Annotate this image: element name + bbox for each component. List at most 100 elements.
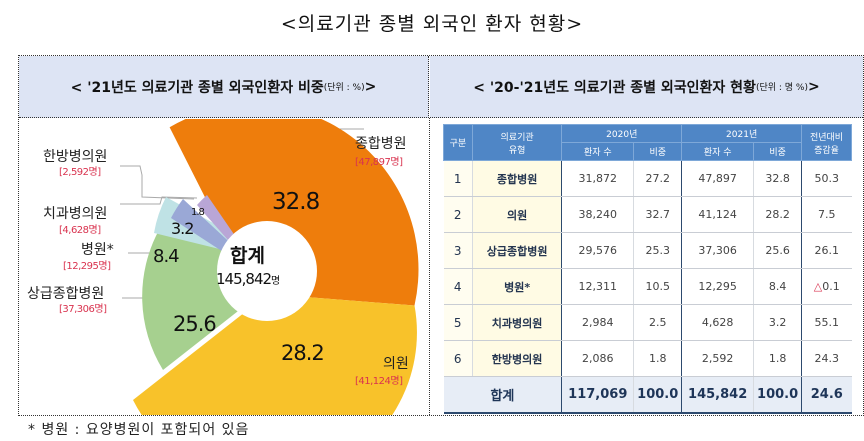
cell-no: 5 — [443, 304, 473, 341]
header-type-line1: 의료기관 — [500, 132, 534, 143]
cell-total-patients-2020: 117,069 — [561, 376, 634, 414]
cell-change: 50.3 — [801, 160, 852, 197]
cell-patients-2020: 31,872 — [561, 160, 634, 197]
cell-total-patients-2021: 145,842 — [681, 376, 754, 414]
cell-change: 7.5 — [801, 196, 852, 233]
cell-patients-2020: 29,576 — [561, 232, 634, 269]
cell-type: 병원* — [471, 268, 562, 305]
cell-share-2021: 25.6 — [753, 232, 802, 269]
header-share-2020: 비중 — [633, 142, 683, 161]
cell-share-2020: 2.5 — [633, 304, 682, 341]
cell-total-label: 합계 — [443, 376, 562, 414]
cell-total-share-2021: 100.0 — [753, 376, 802, 414]
header-2020: 2020년 — [561, 124, 683, 143]
table-row: 2 의원 38,240 32.7 41,124 28.2 7.5 — [443, 196, 852, 233]
cell-no: 4 — [443, 268, 473, 305]
cell-share-2020: 32.7 — [633, 196, 682, 233]
label-general-hospital: 종합병원 — [355, 136, 407, 152]
cell-no: 2 — [443, 196, 473, 233]
label-hospital: 병원* — [81, 242, 114, 258]
cell-patients-2020: 38,240 — [561, 196, 634, 233]
label-dental: 치과병의원 — [43, 206, 108, 222]
cell-patients-2021: 47,897 — [681, 160, 754, 197]
left-heading-unit: (단위 : %) — [323, 83, 365, 93]
right-heading-unit: (단위 : 명 %) — [755, 83, 808, 93]
header-patients-2021: 환자 수 — [681, 142, 755, 161]
header-type-line2: 유형 — [508, 145, 526, 156]
donut-hole — [217, 221, 317, 321]
cell-type: 의원 — [471, 196, 562, 233]
left-heading-text: < '21년도 의료기관 종별 외국인환자 비중 — [70, 79, 324, 96]
decrease-triangle-icon: △ — [813, 280, 823, 293]
center-total-value: 145,842 — [216, 270, 272, 288]
count-clinic: [41,124명] — [355, 376, 403, 387]
table-row: 6 한방병의원 2,086 1.8 2,592 1.8 24.3 — [443, 340, 852, 377]
table-row: 5 치과병의원 2,984 2.5 4,628 3.2 55.1 — [443, 304, 852, 341]
count-dental: [4,628명] — [59, 225, 101, 236]
right-panel-heading: < '20-'21년도 의료기관 종별 외국인환자 현황 (단위 : 명 %) > — [430, 56, 863, 118]
value-tertiary-hospital: 25.6 — [173, 312, 217, 336]
cell-change: 55.1 — [801, 304, 852, 341]
cell-patients-2020: 2,984 — [561, 304, 634, 341]
cell-type: 치과병의원 — [471, 304, 562, 341]
cell-patients-2021: 12,295 — [681, 268, 754, 305]
cell-change-value: 0.1 — [822, 280, 840, 293]
cell-type: 상급종합병원 — [471, 232, 562, 269]
center-total-unit: 명 — [271, 276, 280, 287]
table-row: 1 종합병원 31,872 27.2 47,897 32.8 50.3 — [443, 160, 852, 197]
cell-total-share-2020: 100.0 — [633, 376, 682, 414]
count-tertiary-hospital: [37,306명] — [59, 304, 107, 315]
cell-patients-2020: 2,086 — [561, 340, 634, 377]
right-heading-end: > — [807, 78, 820, 95]
header-change-line2: 증감율 — [814, 145, 839, 156]
value-dental: 3.2 — [171, 219, 194, 238]
header-patients-2020: 환자 수 — [561, 142, 635, 161]
value-clinic: 28.2 — [281, 341, 325, 365]
table-row: 4 병원* 12,311 10.5 12,295 8.4 △0.1 — [443, 268, 852, 305]
label-clinic: 의원 — [383, 356, 409, 372]
cell-patients-2020: 12,311 — [561, 268, 634, 305]
label-tertiary-hospital: 상급종합병원 — [27, 286, 105, 302]
cell-share-2021: 28.2 — [753, 196, 802, 233]
count-general-hospital: [47,897명] — [355, 157, 403, 168]
panel-divider — [429, 118, 430, 415]
center-title: 합계 — [230, 245, 265, 267]
cell-patients-2021: 2,592 — [681, 340, 754, 377]
right-heading-text: < '20-'21년도 의료기관 종별 외국인환자 현황 — [473, 79, 756, 96]
center-total: 145,842명 — [216, 270, 280, 288]
donut-chart: 32.8 28.2 25.6 8.4 3.2 1.8 합계 145,842명 한… — [19, 104, 429, 441]
segment-general-hospital — [169, 104, 419, 306]
cell-share-2021: 32.8 — [753, 160, 802, 197]
donut-chart-svg — [120, 104, 419, 441]
count-hospital: [12,295명] — [63, 261, 111, 272]
cell-share-2021: 1.8 — [753, 340, 802, 377]
value-oriental: 1.8 — [191, 207, 205, 218]
cell-change: 26.1 — [801, 232, 852, 269]
count-oriental: [2,592명] — [59, 167, 101, 178]
cell-change: △0.1 — [801, 268, 852, 305]
cell-share-2021: 3.2 — [753, 304, 802, 341]
cell-total-change: 24.6 — [801, 376, 852, 414]
cell-patients-2021: 41,124 — [681, 196, 754, 233]
cell-share-2020: 27.2 — [633, 160, 682, 197]
left-panel-heading: < '21년도 의료기관 종별 외국인환자 비중 (단위 : %) > — [19, 56, 429, 118]
page-title: <의료기관 종별 외국인 환자 현황> — [280, 13, 584, 35]
header-no: 구분 — [443, 124, 473, 161]
cell-share-2020: 25.3 — [633, 232, 682, 269]
value-hospital: 8.4 — [153, 246, 180, 267]
header-2021: 2021년 — [681, 124, 803, 143]
cell-share-2020: 10.5 — [633, 268, 682, 305]
cell-share-2021: 8.4 — [753, 268, 802, 305]
table-row: 3 상급종합병원 29,576 25.3 37,306 25.6 26.1 — [443, 232, 852, 269]
cell-no: 3 — [443, 232, 473, 269]
header-share-2021: 비중 — [753, 142, 803, 161]
footnote: * 병원 : 요양병원이 포함되어 있음 — [28, 422, 250, 438]
label-oriental: 한방병의원 — [43, 149, 108, 165]
header-change-line1: 전년대비 — [809, 132, 844, 143]
left-heading-end: > — [364, 78, 377, 95]
value-general-hospital: 32.8 — [272, 189, 320, 215]
cell-change: 24.3 — [801, 340, 852, 377]
